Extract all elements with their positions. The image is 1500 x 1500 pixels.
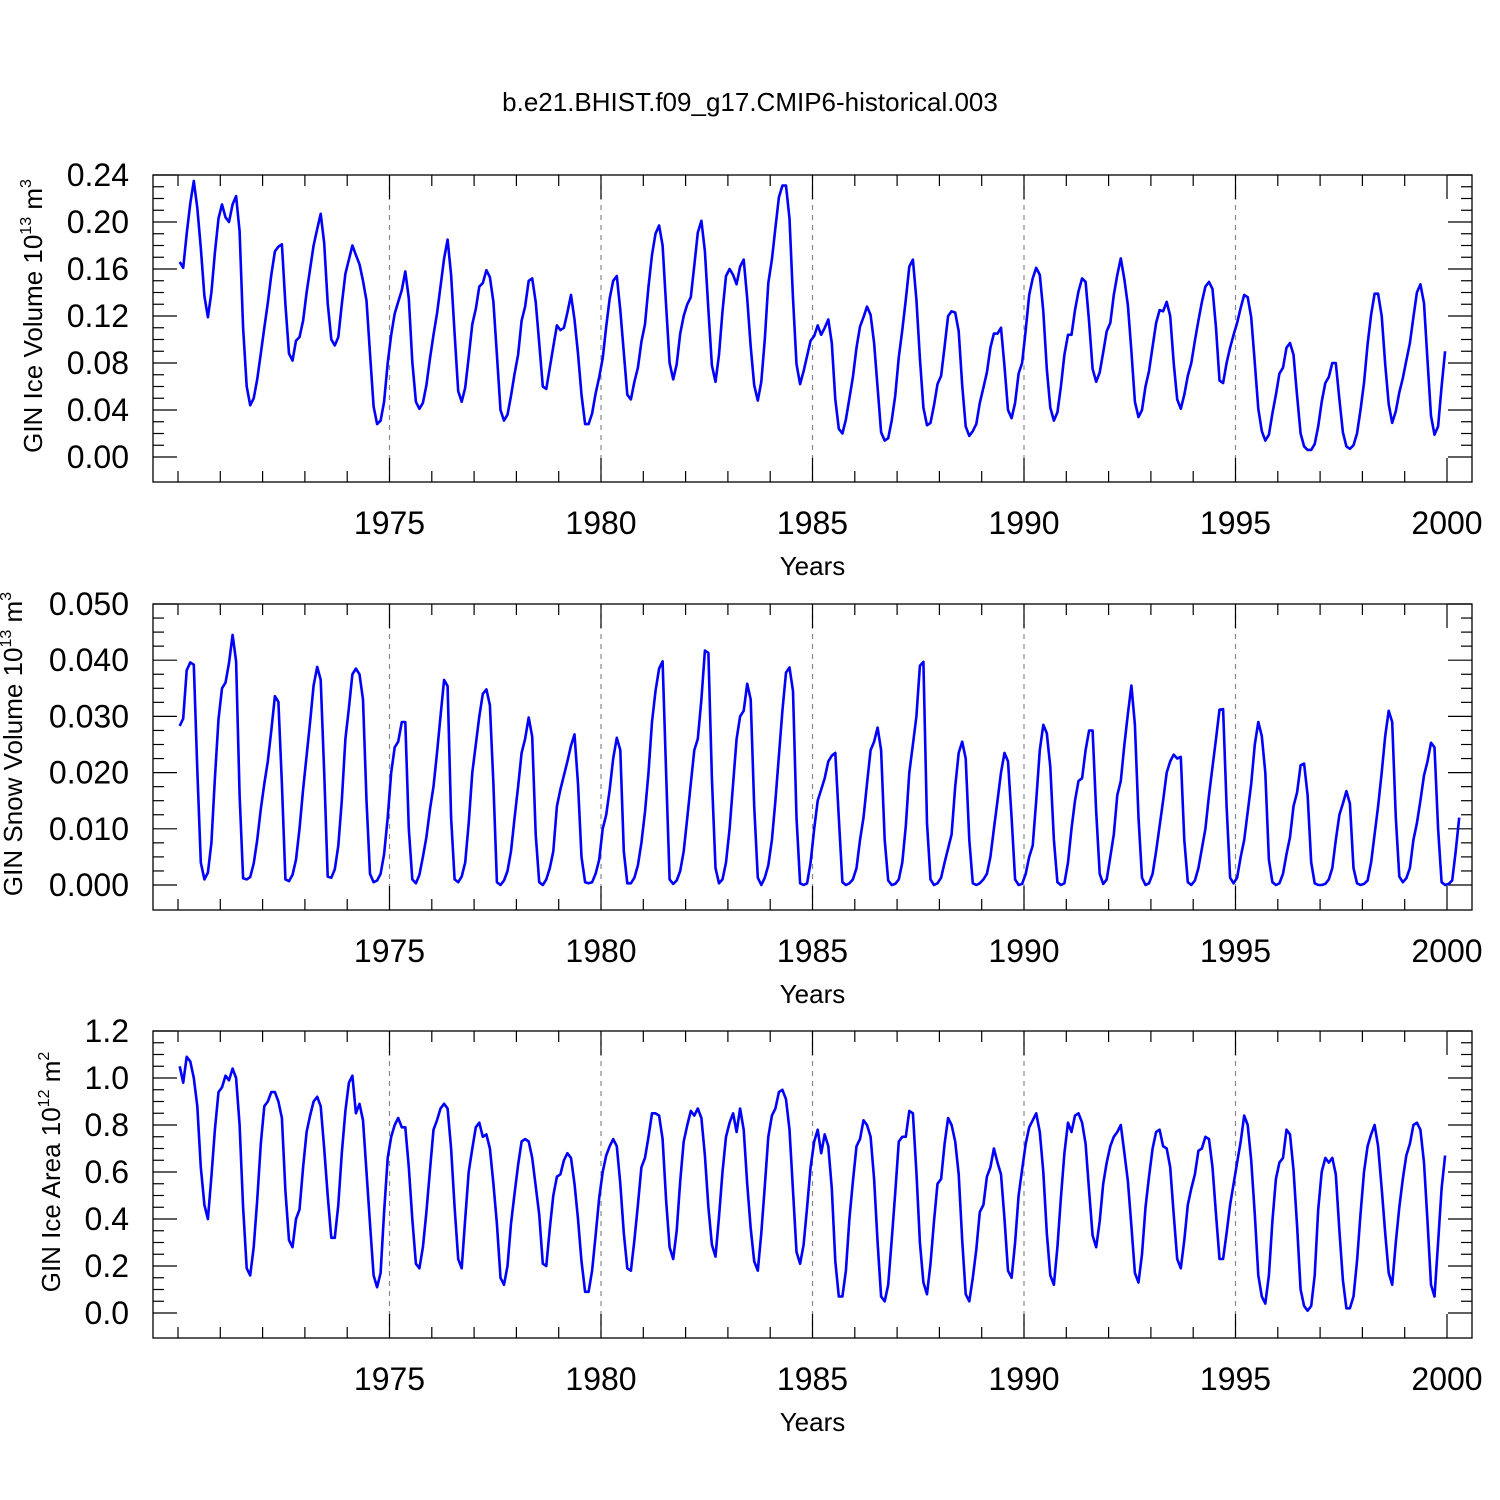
ice-volume-ytick-label: 0.04 (67, 392, 129, 428)
snow-volume-ylabel-unit-exponent: 3 (0, 592, 15, 601)
ice-area-ytick-label: 0.2 (85, 1248, 129, 1284)
snow-volume-ylabel-text: GIN Snow Volume 10 (0, 648, 28, 897)
ice-area-xlabel: Years (780, 1407, 846, 1437)
ice-area-xtick-label: 1985 (777, 1361, 848, 1397)
snow-volume-ytick-label: 0.050 (49, 586, 129, 622)
snow-volume-series-line (178, 633, 1461, 887)
snow-volume-ytick-label: 0.040 (49, 642, 129, 678)
ice-volume-xtick-label: 1990 (988, 505, 1059, 541)
ice-volume-xtick-label: 1995 (1200, 505, 1271, 541)
ice-area-xtick-label: 1990 (988, 1361, 1059, 1397)
ice-volume-ytick-label: 0.20 (67, 204, 129, 240)
ice-volume-ytick-label: 0.12 (67, 298, 129, 334)
ice-area-ytick-label: 1.0 (85, 1060, 129, 1096)
ice-area-ylabel-exponent: 12 (36, 1089, 53, 1107)
ice-volume-ytick-label: 0.16 (67, 251, 129, 287)
ice-volume-xtick-label: 2000 (1411, 505, 1482, 541)
snow-volume-ytick-label: 0.000 (49, 867, 129, 903)
ice-volume-xtick-label: 1975 (354, 505, 425, 541)
ice-area-ytick-label: 0.0 (85, 1295, 129, 1331)
ice-area-xtick-label: 1980 (565, 1361, 636, 1397)
snow-volume-ytick-label: 0.010 (49, 811, 129, 847)
snow-volume-panel: 0.000 0.010 0.020 0.030 0.040 0.050 1975 1980 19… (0, 586, 1483, 1009)
ice-volume-ylabel-exponent: 13 (18, 217, 35, 235)
ice-volume-ylabel-unit-exponent: 3 (18, 179, 35, 188)
snow-volume-xlabel: Years (780, 979, 846, 1009)
snow-volume-xtick-label: 1985 (777, 933, 848, 969)
snow-volume-ylabel-exponent: 13 (0, 630, 15, 648)
snow-volume-ylabel: GIN Snow Volume 1013 m3 (0, 592, 28, 896)
ice-volume-ylabel: GIN Ice Volume 1013 m3 (18, 179, 48, 453)
ice-area-ytick-label: 0.4 (85, 1201, 129, 1237)
ice-area-ylabel-text: GIN Ice Area 10 (36, 1107, 66, 1292)
snow-volume-xtick-label: 1980 (565, 933, 636, 969)
ice-volume-ytick-label: 0.08 (67, 345, 129, 381)
snow-volume-xtick-label: 2000 (1411, 933, 1482, 969)
snow-volume-xtick-label: 1990 (988, 933, 1059, 969)
ice-area-ylabel-unit: m (36, 1061, 66, 1090)
ice-volume-xtick-label: 1985 (777, 505, 848, 541)
ice-area-ytick-label: 0.6 (85, 1154, 129, 1190)
ice-volume-series-line (178, 179, 1447, 452)
figure-title: b.e21.BHIST.f09_g17.CMIP6-historical.003 (502, 87, 998, 117)
ice-area-xtick-label: 2000 (1411, 1361, 1482, 1397)
ice-area-xtick-label: 1995 (1200, 1361, 1271, 1397)
ice-volume-ytick-label: 0.00 (67, 439, 129, 475)
ice-volume-ylabel-text: GIN Ice Volume 10 (18, 235, 48, 453)
snow-volume-ytick-label: 0.030 (49, 698, 129, 734)
ice-area-series-line (178, 1055, 1447, 1312)
ice-volume-xlabel: Years (780, 551, 846, 581)
ice-volume-ylabel-unit: m (18, 188, 48, 217)
ice-area-panel: 0.0 0.2 0.4 0.6 0.8 1.0 1.2 1975 1980 1985 1990 199… (36, 1013, 1483, 1437)
snow-volume-ytick-label: 0.020 (49, 755, 129, 791)
ice-area-ylabel-unit-exponent: 2 (36, 1052, 53, 1061)
ice-area-ytick-label: 0.8 (85, 1107, 129, 1143)
ice-volume-panel: 0.00 0.04 0.08 0.12 0.16 0.20 0.24 1975 1980 1985… (18, 157, 1483, 581)
ice-volume-ytick-label: 0.24 (67, 157, 129, 193)
ice-area-ylabel: GIN Ice Area 1012 m2 (36, 1052, 66, 1293)
snow-volume-xtick-label: 1975 (354, 933, 425, 969)
snow-volume-ylabel-unit: m (0, 601, 28, 630)
snow-volume-xtick-label: 1995 (1200, 933, 1271, 969)
ice-area-xtick-label: 1975 (354, 1361, 425, 1397)
ice-volume-xtick-label: 1980 (565, 505, 636, 541)
ice-area-ytick-label: 1.2 (85, 1013, 129, 1049)
